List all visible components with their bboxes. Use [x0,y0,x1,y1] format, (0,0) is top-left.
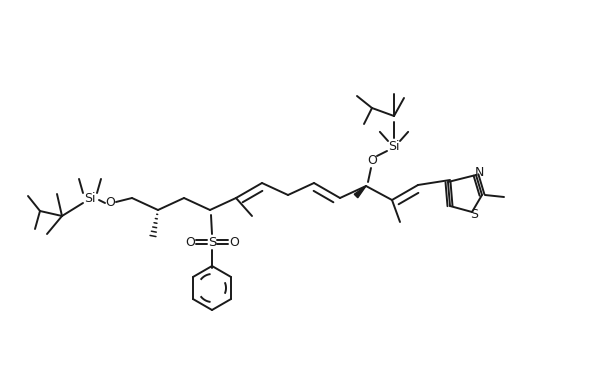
Polygon shape [354,186,366,198]
Text: Si: Si [389,139,400,152]
Text: O: O [185,236,195,248]
Text: S: S [470,207,478,221]
Text: O: O [229,236,239,248]
Text: S: S [208,236,216,248]
Text: N: N [474,166,484,180]
Text: O: O [105,197,115,209]
Text: O: O [367,154,377,166]
Text: Si: Si [84,192,96,204]
